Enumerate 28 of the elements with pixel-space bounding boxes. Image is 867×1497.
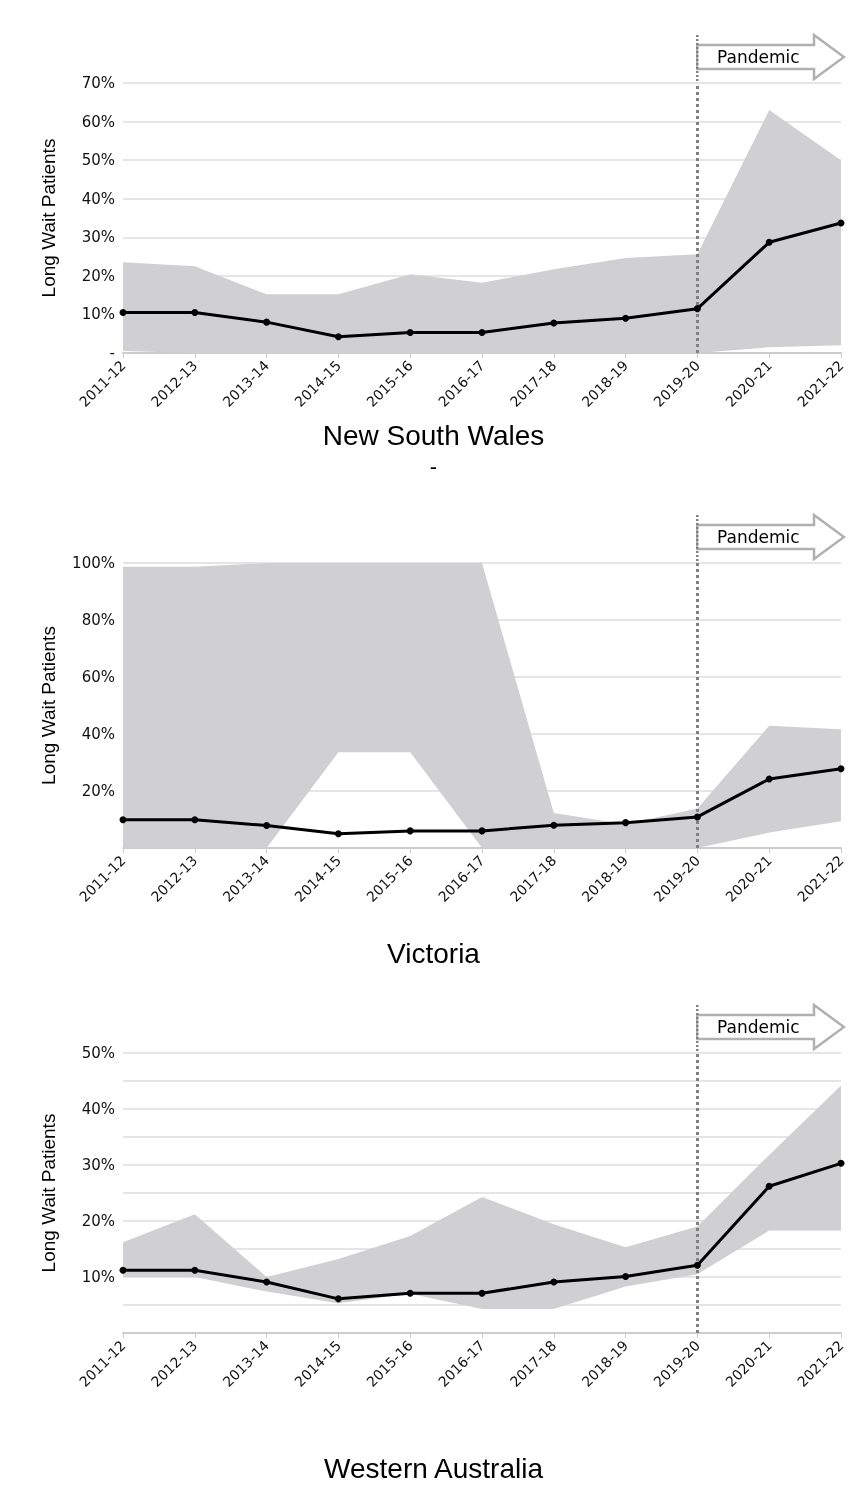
y-tick-label: 20% [81, 266, 115, 285]
ref-line-label: Pandemic [716, 46, 801, 68]
text: Western Australia [324, 1452, 544, 1484]
ref-line-label: Pandemic [716, 1016, 801, 1038]
y-tick-label: 40% [81, 189, 115, 208]
y-tick-label: 100% [72, 554, 115, 572]
y-tick-label: 10% [81, 1268, 115, 1286]
y-tick-label: 40% [81, 725, 115, 743]
y-tick-label: 30% [81, 1156, 115, 1174]
y-tick-label: 30% [81, 228, 115, 247]
y-tick-label: 50% [81, 1044, 115, 1062]
y-tick-label: 20% [81, 1212, 115, 1230]
y-tick-label: 40% [81, 1100, 115, 1118]
ref-line-label: Pandemic [716, 526, 801, 548]
y-tick-label: 50% [81, 151, 115, 170]
y-tick-label: - [109, 344, 115, 362]
y-axis-title: Long Wait Patients [38, 1113, 59, 1273]
y-tick-label: 70% [81, 74, 115, 92]
y-tick-label: 80% [81, 611, 115, 629]
y-tick-label: 60% [81, 112, 115, 131]
y-axis-title: Long Wait Patients [38, 626, 59, 785]
text: Victoria [387, 937, 481, 969]
y-tick-label: 10% [81, 305, 115, 324]
y-tick-label: 60% [81, 668, 115, 686]
y-tick-label: 20% [81, 782, 115, 800]
y-axis-title: Long Wait Patients [38, 138, 59, 298]
text: - [429, 453, 438, 479]
text: New South Wales [322, 419, 545, 451]
